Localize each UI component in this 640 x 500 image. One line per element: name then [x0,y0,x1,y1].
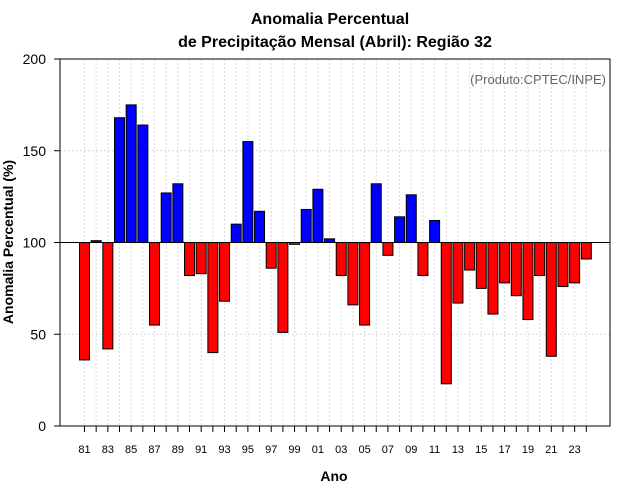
x-tick-label: 91 [195,444,207,456]
bar-13 [452,242,464,304]
x-tick-label: 17 [498,444,510,456]
chart-title: Anomalia Percentual [251,11,409,28]
x-tick-label: 23 [569,444,581,456]
bar-19 [522,242,534,321]
bar-88 [160,192,172,243]
bar-12 [440,242,452,385]
bar-94 [230,223,242,243]
x-tick-label: 03 [335,444,347,456]
x-tick-label: 89 [172,444,184,456]
x-tick-label: 93 [218,444,230,456]
x-tick-label: 21 [545,444,557,456]
bar-18 [510,242,522,297]
x-tick-label: 15 [475,444,487,456]
bar-81 [79,242,90,361]
x-tick-label: 81 [78,444,90,456]
bar-00 [300,208,312,243]
y-tick-label: 200 [23,51,47,67]
x-tick-label: 07 [382,444,394,456]
y-tick-label: 150 [23,143,47,159]
bar-95 [242,141,254,243]
x-axis-title: Ano [320,468,347,484]
bar-92 [207,242,219,354]
x-tick-label: 05 [358,444,370,456]
bar-98 [277,242,289,333]
bar-91 [195,242,207,275]
bar-09 [405,194,417,243]
bar-08 [394,216,406,243]
bar-06 [370,183,382,243]
bar-85 [125,104,137,243]
bar-22 [557,242,569,288]
bar-21 [545,242,557,357]
x-tick-label: 19 [522,444,534,456]
x-tick-label: 01 [312,444,324,456]
bar-84 [114,117,126,243]
x-tick-label: 09 [405,444,417,456]
x-tick-label: 11 [429,444,440,456]
bar-97 [265,242,277,269]
bar-16 [487,242,499,315]
y-tick-label: 0 [38,418,46,434]
x-tick-label: 87 [148,444,160,456]
bar-87 [149,242,161,326]
bar-90 [184,242,196,277]
chart-subtitle: de Precipitação Mensal (Abril): Região 3… [178,34,492,51]
bar-11 [429,219,441,243]
grid [60,58,610,427]
bar-15 [475,242,487,289]
y-tick-label: 100 [23,235,47,251]
x-tick-label: 83 [102,444,114,456]
bar-93 [219,242,231,302]
x-tick-label: 85 [125,444,137,456]
bar-20 [534,242,546,277]
bar-14 [464,242,476,271]
bar-05 [359,242,371,326]
y-axis: 0 50 100 150 200 [23,51,60,434]
bar-02 [324,238,336,244]
bar-17 [499,242,511,284]
bar-03 [335,242,347,277]
bar-24 [580,242,592,260]
x-tick-label: 13 [452,444,464,456]
bar-96 [254,210,266,243]
bar-01 [312,188,324,244]
y-axis-title: Anomalia Percentual (%) [0,160,16,324]
bar-07 [382,242,394,256]
x-axis: 81 83 85 87 89 91 93 95 97 99 01 03 05 07 09 11 13 15 17 19… [78,426,587,456]
bar-89 [172,183,184,243]
bar-10 [417,242,429,277]
bar-86 [137,124,149,243]
x-tick-label: 95 [242,444,254,456]
bar-83 [102,242,114,350]
y-tick-label: 50 [30,326,46,342]
credit-text: (Produto:CPTEC/INPE) [470,72,606,87]
x-tick-label: 97 [265,444,277,456]
x-tick-label: 99 [288,444,300,456]
bar-23 [569,242,581,284]
bar-04 [347,242,359,306]
bars [79,104,592,385]
